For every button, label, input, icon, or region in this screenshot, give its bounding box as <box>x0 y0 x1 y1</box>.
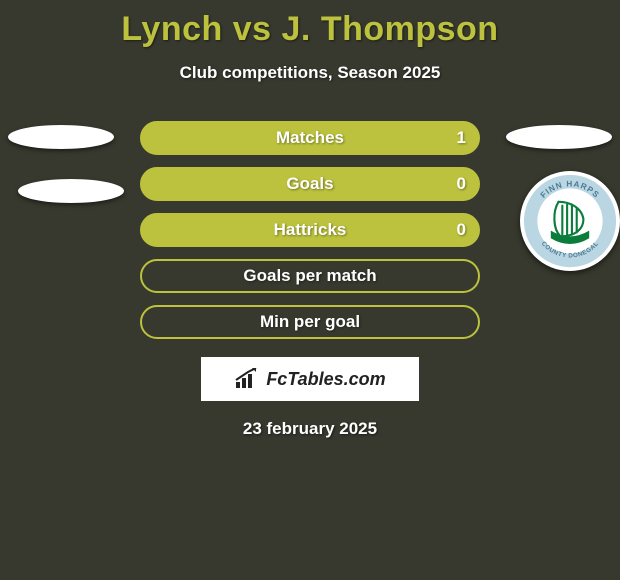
player2-photo-slot <box>506 125 612 149</box>
stat-label: Hattricks <box>274 220 347 240</box>
date-line: 23 february 2025 <box>0 419 620 439</box>
player1-photo-slot <box>8 125 114 149</box>
player1-name: Lynch <box>121 10 222 48</box>
brand-box[interactable]: FcTables.com <box>201 357 419 401</box>
stat-row: Goals per match <box>140 259 480 293</box>
stat-label: Matches <box>276 128 344 148</box>
stat-row: Matches 1 <box>140 121 480 155</box>
player1-photo-slot-alt <box>18 179 124 203</box>
stat-row: Min per goal <box>140 305 480 339</box>
stat-row: Hattricks 0 <box>140 213 480 247</box>
stat-value-right: 0 <box>457 220 466 240</box>
club-badge: FINN HARPS COUNTY DONEGAL <box>520 171 620 271</box>
subtitle: Club competitions, Season 2025 <box>0 63 620 83</box>
stat-value-right: 0 <box>457 174 466 194</box>
stat-label: Goals <box>286 174 333 194</box>
player2-name: J. Thompson <box>282 10 499 48</box>
stats-wrap: FINN HARPS COUNTY DONEGAL Matches 1 Goals 0… <box>0 121 620 339</box>
stat-row: Goals 0 <box>140 167 480 201</box>
stat-value-right: 1 <box>457 128 466 148</box>
brand-chart-icon <box>234 368 260 390</box>
stat-label: Goals per match <box>243 266 376 286</box>
stat-label: Min per goal <box>260 312 360 332</box>
harp-badge-icon: FINN HARPS COUNTY DONEGAL <box>522 173 618 269</box>
vs-word: vs <box>233 10 272 48</box>
brand-text: FcTables.com <box>266 369 385 390</box>
page-title: Lynch vs J. Thompson <box>0 0 620 49</box>
